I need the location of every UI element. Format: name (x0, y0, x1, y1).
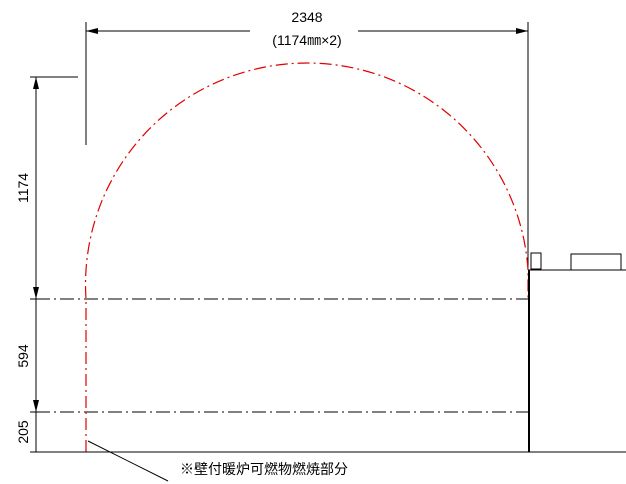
combustible-note: ※壁付暖炉可燃物燃焼部分 (180, 461, 348, 477)
leader-line (87, 440, 169, 482)
top-dimension-breakdown: (1174㎜×2) (272, 32, 341, 48)
arrowhead-mid (33, 400, 39, 412)
dimension-205: 205 (15, 420, 31, 444)
top-dimension: 2348 (1174㎜×2) (85, 9, 529, 270)
arrowhead-arc-base (33, 287, 39, 299)
dimension-594: 594 (15, 344, 31, 368)
arrowhead-top (33, 77, 39, 89)
combustible-zone-outline (84, 62, 529, 452)
arrowhead-right (516, 28, 528, 34)
dimension-1174: 1174 (15, 173, 31, 203)
stove-panel (570, 253, 622, 271)
stove-knob (530, 252, 542, 270)
left-dimension: 1174 594 205 (15, 76, 78, 453)
top-dimension-value: 2348 (291, 9, 322, 25)
stove-section (528, 252, 626, 452)
arrowhead-left (86, 28, 98, 34)
